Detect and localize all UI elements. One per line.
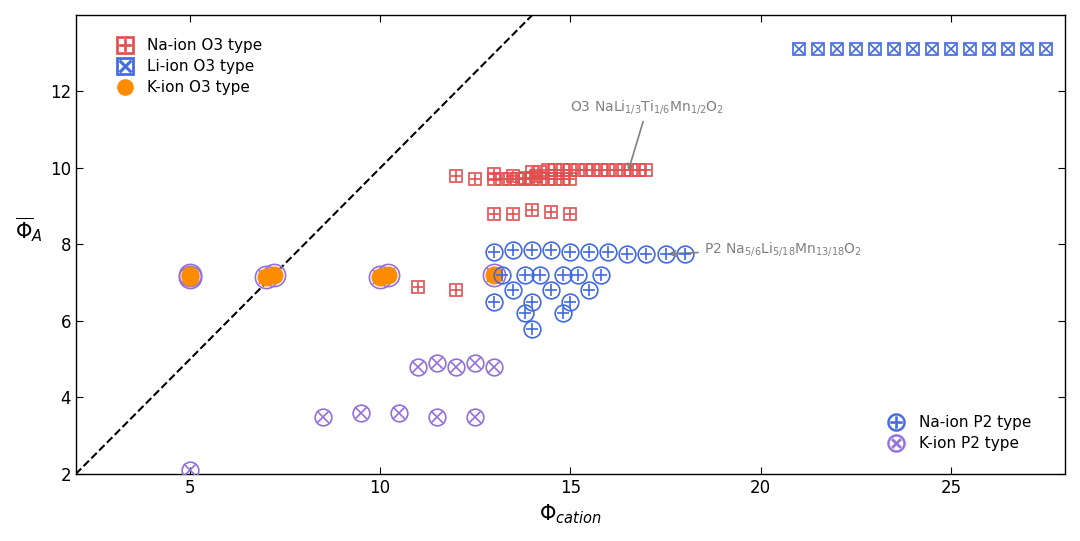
Text: O3 NaLi$_{1/3}$Ti$_{1/6}$Mn$_{1/2}$O$_2$: O3 NaLi$_{1/3}$Ti$_{1/6}$Mn$_{1/2}$O$_2$ — [570, 98, 725, 169]
Legend: Na-ion P2 type, K-ion P2 type: Na-ion P2 type, K-ion P2 type — [875, 409, 1038, 457]
X-axis label: $\Phi_{cation}$: $\Phi_{cation}$ — [539, 503, 602, 526]
Text: P2 Na$_{5/6}$Li$_{5/18}$Mn$_{13/18}$O$_2$: P2 Na$_{5/6}$Li$_{5/18}$Mn$_{13/18}$O$_2… — [670, 240, 862, 258]
Y-axis label: $\overline{\Phi}_A$: $\overline{\Phi}_A$ — [15, 216, 42, 245]
